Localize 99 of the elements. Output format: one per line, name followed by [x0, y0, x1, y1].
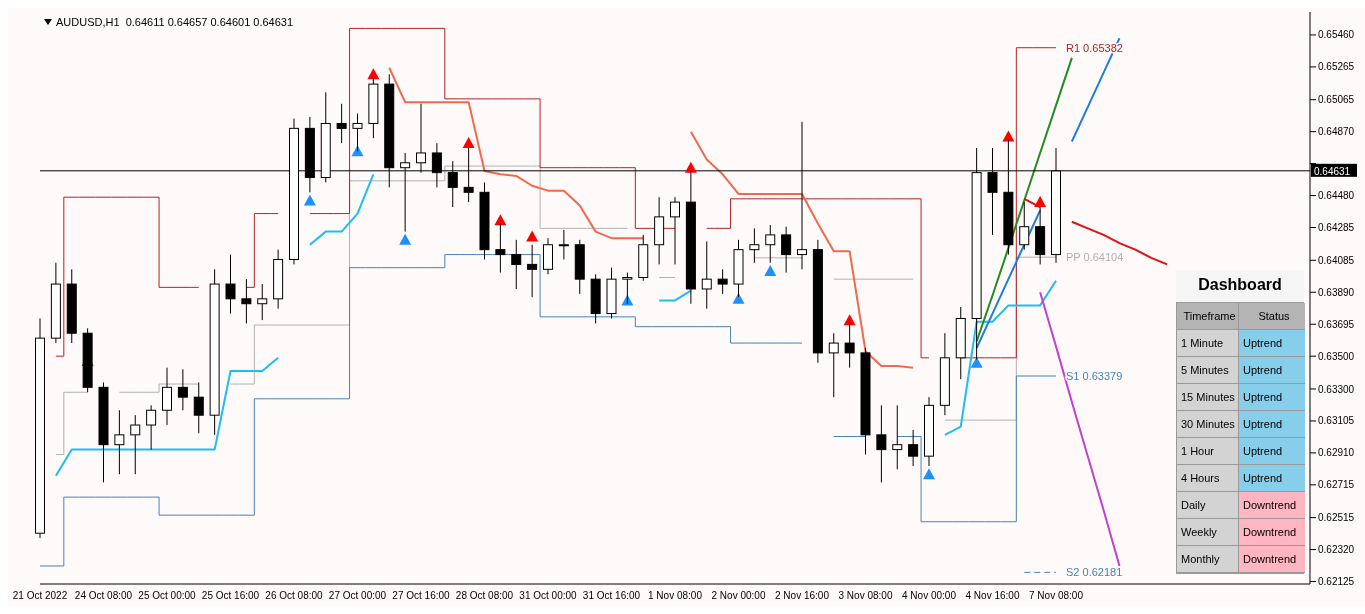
- x-tick-label: 25 Oct 16:00: [201, 590, 260, 602]
- candlestick: [558, 229, 569, 260]
- annotation: Daily: [1177, 492, 1239, 519]
- y-tick-label: 0.65265: [1318, 61, 1355, 73]
- annotation: Status: [1239, 303, 1305, 330]
- candlestick: [527, 244, 538, 298]
- annotation: Timeframe: [1177, 303, 1239, 330]
- candlestick: [781, 226, 792, 274]
- candlestick: [749, 227, 760, 264]
- y-tick-label: 0.63695: [1318, 318, 1355, 330]
- x-tick-label: 1 Nov 08:00: [648, 590, 703, 602]
- x-tick-label: 4 Nov 00:00: [902, 590, 957, 602]
- chart-title: AUDUSD,H1 0.64611 0.64657 0.64601 0.64631: [56, 16, 294, 28]
- y-tick-label: 0.62125: [1318, 576, 1355, 588]
- x-tick-label: 4 Nov 16:00: [965, 590, 1020, 602]
- y-tick-label: 0.65065: [1318, 94, 1355, 106]
- x-tick-label: 27 Oct 16:00: [392, 590, 451, 602]
- annotation: Uptrend: [1239, 465, 1305, 492]
- x-tick-label: 2 Nov 00:00: [711, 590, 766, 602]
- line-series: [1039, 291, 1121, 567]
- x-tick-label: 31 Oct 16:00: [582, 590, 641, 602]
- candlestick: [908, 429, 919, 467]
- annotation: 5 Minutes: [1177, 357, 1239, 384]
- point: [1034, 196, 1047, 208]
- point: [303, 194, 316, 206]
- series-label: PP 0.64104: [1066, 251, 1124, 264]
- annotation: Downtrend: [1239, 546, 1305, 573]
- point: [494, 214, 507, 226]
- x-tick-label: 2 Nov 16:00: [775, 590, 830, 602]
- candlestick: [701, 240, 712, 310]
- point: [399, 233, 412, 245]
- annotation: 15 Minutes: [1177, 384, 1239, 411]
- y-tick-label: 0.64480: [1318, 190, 1355, 202]
- candlestick: [876, 404, 887, 483]
- y-tick-label: 0.63105: [1318, 415, 1355, 427]
- point: [526, 230, 539, 242]
- ref-line-label: 0.64631: [1314, 165, 1351, 177]
- candlestick: [892, 404, 903, 470]
- y-tick-label: 0.64870: [1318, 126, 1355, 138]
- point: [923, 468, 935, 480]
- candlestick: [717, 268, 728, 295]
- candlestick: [257, 283, 268, 321]
- y-tick-label: 0.62715: [1318, 479, 1355, 491]
- point: [462, 137, 475, 149]
- point: [732, 292, 745, 304]
- annotation: Downtrend: [1239, 492, 1305, 519]
- y-tick-label: 0.62910: [1318, 447, 1355, 459]
- y-tick-label: 0.62320: [1318, 544, 1355, 556]
- point: [684, 161, 697, 173]
- annotation: Monthly: [1177, 546, 1239, 573]
- candlestick: [193, 381, 204, 434]
- y-tick-label: 0.62515: [1318, 512, 1355, 524]
- annotation: Uptrend: [1239, 357, 1305, 384]
- point: [764, 264, 777, 276]
- y-tick-label: 0.63500: [1318, 350, 1355, 362]
- series-label: S2 0.62181: [1066, 566, 1123, 579]
- annotation: 30 Minutes: [1177, 411, 1239, 438]
- candlestick: [1019, 201, 1030, 251]
- candlestick: [828, 332, 839, 398]
- y-tick-label: 0.64285: [1318, 222, 1355, 234]
- y-tick-label: 0.63300: [1318, 383, 1355, 395]
- candlestick: [177, 368, 188, 411]
- annotation: Uptrend: [1239, 330, 1305, 357]
- candlestick: [765, 224, 776, 264]
- y-tick-label: 0.65460: [1318, 29, 1355, 41]
- candlestick: [241, 278, 252, 324]
- series-label: S1 0.63379: [1066, 370, 1123, 383]
- candlestick: [162, 367, 172, 426]
- y-tick-label: 0.64085: [1318, 254, 1355, 266]
- x-tick-label: 24 Oct 08:00: [74, 590, 133, 602]
- candlestick: [336, 103, 347, 144]
- annotation: Uptrend: [1239, 438, 1305, 465]
- y-tick-label: 0.63890: [1318, 286, 1355, 298]
- x-tick-label: 25 Oct 00:00: [138, 590, 197, 602]
- annotation: 1 Minute: [1177, 330, 1239, 357]
- candlestick: [130, 414, 141, 475]
- candlestick: [511, 239, 522, 290]
- candlestick: [670, 196, 680, 265]
- point: [970, 356, 983, 368]
- candlestick: [146, 404, 157, 451]
- annotation: 4 Hours: [1177, 465, 1239, 492]
- text: Dashboard: [1197, 275, 1283, 295]
- annotation: Uptrend: [1239, 411, 1305, 438]
- annotation: Weekly: [1177, 519, 1239, 546]
- x-tick-label: 26 Oct 08:00: [265, 590, 324, 602]
- point: [367, 68, 380, 80]
- point: [1002, 130, 1015, 142]
- x-tick-label: 3 Nov 08:00: [838, 590, 893, 602]
- annotation: Uptrend: [1239, 384, 1305, 411]
- candlestick: [114, 409, 125, 475]
- candlestick: [225, 254, 236, 315]
- annotation: 1 Hour: [1177, 438, 1239, 465]
- x-tick-label: 28 Oct 08:00: [455, 590, 514, 602]
- x-tick-label: 21 Oct 2022: [12, 590, 68, 602]
- x-tick-label: 31 Oct 00:00: [519, 590, 578, 602]
- annotation: Downtrend: [1239, 519, 1305, 546]
- x-tick-label: 27 Oct 00:00: [328, 590, 387, 602]
- x-tick-label: 7 Nov 08:00: [1029, 590, 1084, 602]
- point: [843, 314, 856, 326]
